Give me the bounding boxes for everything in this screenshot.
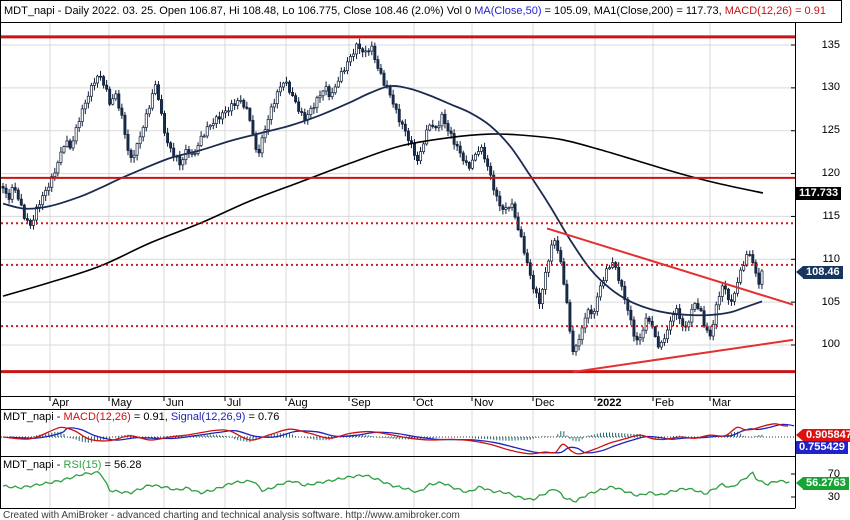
x-axis-label: Dec — [535, 397, 555, 409]
gridlines — [1, 22, 795, 509]
value-label-text: 108.46 — [803, 265, 843, 279]
left-arrow-icon — [796, 429, 803, 441]
value-label: 56.2763 — [796, 476, 849, 490]
title-segment: RSI(15) — [63, 459, 102, 471]
y-axis-label: 110 — [822, 252, 840, 265]
y-axis-label: 115 — [822, 209, 840, 222]
rsi-pane — [2, 470, 790, 503]
x-axis-label: Jun — [166, 397, 184, 409]
x-axis-label: Nov — [474, 397, 494, 409]
value-label-text: 56.2763 — [803, 476, 849, 490]
ma200-line — [2, 133, 764, 297]
chart-title-bar: MDT_napi - Daily 2022. 03. 25. Open 106.… — [0, 0, 842, 23]
title-segment: MDT_napi - — [3, 411, 64, 423]
trendline[interactable] — [572, 338, 794, 373]
title-segment: = 105.09, — [541, 5, 594, 17]
x-axis-label: Oct — [416, 397, 434, 409]
title-segment: MDT_napi - — [3, 459, 64, 471]
title-segment: MACD(12,26) — [63, 411, 131, 423]
x-axis-label: Mar — [712, 397, 731, 409]
x-axis-label: 2022 — [597, 397, 622, 409]
x-axis-label: Sep — [351, 397, 371, 409]
value-label-text: 0.755429 — [796, 440, 848, 454]
title-segment: = 56.28 — [101, 459, 142, 471]
macd-pane — [1, 423, 794, 455]
left-arrow-icon — [796, 266, 803, 278]
macd-pane-title: MDT_napi - MACD(12,26) = 0.91, Signal(12… — [3, 411, 279, 423]
candlestick-series — [1, 38, 764, 356]
y-axis-label: 125 — [821, 124, 840, 137]
trendline[interactable] — [546, 227, 794, 306]
value-label-text: 0.905847 — [803, 428, 850, 442]
x-axis-label: Jul — [227, 397, 242, 409]
left-arrow-icon — [796, 477, 803, 489]
title-segment: MA(Close,50) — [474, 5, 542, 17]
title-segment: = 0.76 — [245, 411, 280, 423]
y-axis-label: 120 — [821, 167, 840, 180]
title-segment: MACD(12,26) = 0.91 — [724, 5, 826, 17]
value-label-text: 117.733 — [796, 186, 842, 200]
value-label: 108.46 — [796, 265, 843, 279]
footer-credit: Created with AmiBroker - advanced charti… — [3, 510, 460, 520]
macd-line — [2, 423, 789, 455]
title-segment: MDT_napi - Daily 2022. 03. 25. Open 106.… — [4, 5, 475, 17]
title-segment: = 117.73, — [673, 5, 725, 17]
x-axis-label: Feb — [655, 397, 674, 409]
title-segment: MA1(Close,200) — [593, 5, 674, 17]
value-label: 117.733 — [796, 186, 842, 200]
x-axis-label: Apr — [52, 397, 70, 409]
x-axis-label: May — [111, 397, 132, 409]
rsi-axis-label: 30 — [827, 490, 840, 503]
value-label: 0.905847 — [796, 428, 850, 442]
y-axis-label: 135 — [821, 38, 840, 51]
title-segment: = 0.91, — [130, 411, 171, 423]
y-axis-label: 130 — [821, 81, 840, 94]
y-axis-label: 100 — [821, 338, 840, 351]
title-segment: Signal(12,26,9) — [170, 411, 246, 423]
x-axis-label: Aug — [288, 397, 308, 409]
value-label: 0.755429 — [796, 440, 848, 454]
macd-signal-line — [8, 423, 794, 454]
y-axis-label: 105 — [821, 295, 840, 308]
rsi-line — [2, 470, 790, 503]
rsi-pane-title: MDT_napi - RSI(15) = 56.28 — [3, 459, 142, 471]
ma50-line — [2, 85, 763, 317]
